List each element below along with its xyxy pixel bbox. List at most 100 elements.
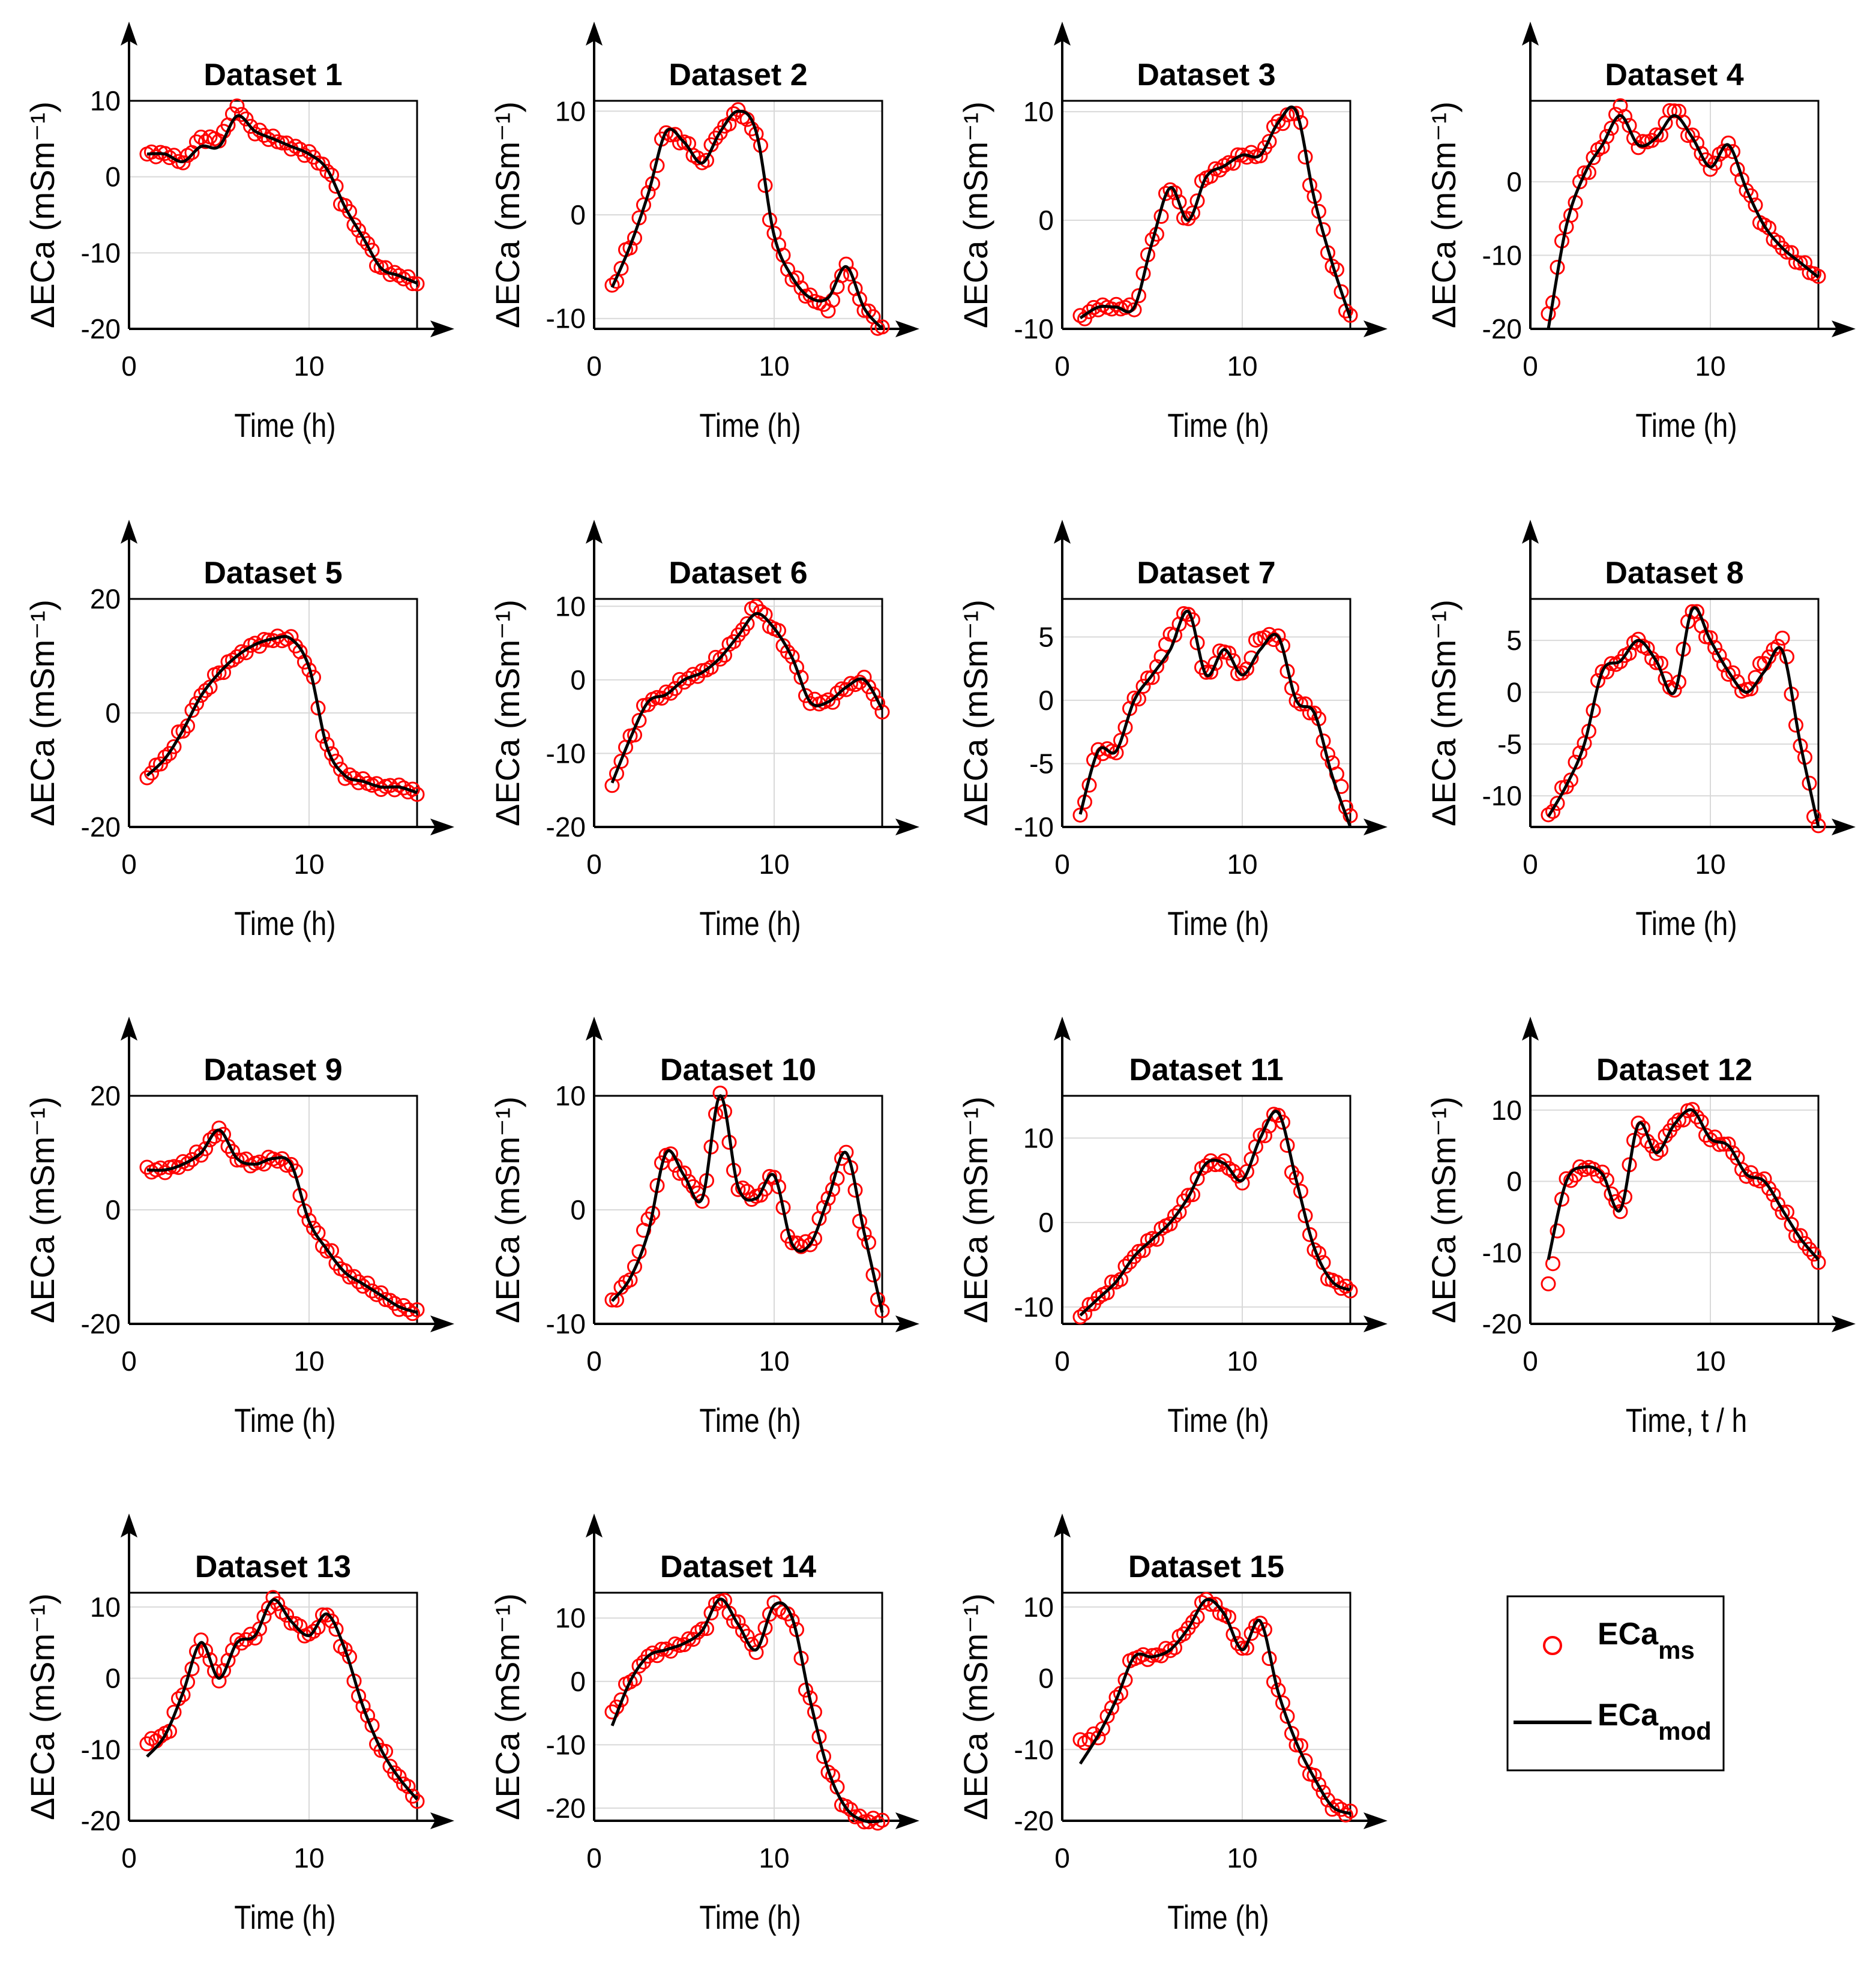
measured-point [690, 1625, 705, 1640]
y-tick-label: 0 [1038, 1663, 1054, 1694]
measured-point [351, 223, 366, 238]
subplot-title: Dataset 14 [660, 1550, 816, 1584]
measured-point [256, 1609, 272, 1625]
measured-point [1261, 134, 1277, 149]
y-axis-label: ΔECa (mSm⁻¹) [489, 1593, 526, 1820]
measured-point [1640, 640, 1655, 656]
measured-point [627, 1259, 642, 1275]
measured-point [1126, 302, 1142, 317]
y-tick-label: 0 [105, 1663, 121, 1694]
measured-point [1770, 639, 1785, 654]
measured-point [1716, 657, 1731, 673]
measured-point [139, 1736, 155, 1752]
measured-point [1072, 1732, 1088, 1748]
measured-point [198, 1141, 213, 1156]
measured-point [1775, 241, 1790, 256]
measured-point [726, 106, 741, 121]
x-tick-label: 10 [1695, 1345, 1725, 1377]
subplot-4: 0 10 -20 -10 0 Dataset 4 Time (h) ΔECa (mSm⁻¹) [1425, 22, 1856, 444]
y-tick-label: -10 [1014, 1291, 1054, 1323]
subplot-12: 0 10 -20 -10 0 10 Dataset 12 Time, t / h ΔECa (m… [1425, 1017, 1856, 1439]
measured-point [1090, 1730, 1106, 1746]
x-tick-label: 10 [759, 1345, 789, 1377]
measured-point [1342, 1283, 1358, 1299]
y-axis-label: ΔECa (mSm⁻¹) [1425, 1096, 1463, 1323]
measured-point [1649, 1146, 1664, 1161]
y-tick-label: -10 [1014, 811, 1054, 843]
measured-point [202, 1132, 218, 1147]
measured-point [1770, 1196, 1785, 1212]
x-axis-label: Time (h) [234, 407, 335, 444]
measured-point [409, 276, 425, 292]
measured-point [676, 1165, 692, 1181]
axes-box [1062, 100, 1351, 329]
measured-point [319, 1243, 335, 1259]
measured-point [1108, 1689, 1124, 1705]
measured-point [712, 1086, 728, 1101]
x-axis-arrow-icon [895, 320, 919, 337]
measured-point [1545, 1256, 1560, 1272]
x-axis-label: Time (h) [1167, 905, 1269, 942]
x-tick-label: 0 [586, 1345, 602, 1377]
y-tick-label: -10 [1014, 313, 1054, 344]
measured-point [139, 770, 155, 786]
axes-box [594, 100, 883, 329]
y-tick-label: 0 [1038, 685, 1054, 716]
y-tick-label: -20 [81, 313, 121, 344]
x-tick-label: 10 [1227, 1345, 1257, 1377]
y-tick-label: 0 [1506, 1166, 1522, 1197]
axes-box [1062, 1592, 1351, 1821]
measured-point [843, 266, 858, 282]
measured-point [198, 1643, 213, 1658]
measured-point [207, 1664, 222, 1679]
y-tick-label: -10 [1482, 1237, 1522, 1268]
x-tick-label: 0 [121, 1842, 137, 1874]
measured-point [1716, 143, 1731, 159]
measured-point [604, 277, 620, 293]
subplot-title: Dataset 8 [1605, 556, 1743, 591]
measured-point [1676, 115, 1691, 130]
measured-point [1288, 106, 1304, 121]
measured-point [144, 765, 159, 781]
measured-point [703, 1605, 719, 1621]
y-tick-label: -10 [546, 738, 586, 769]
modelled-line [146, 635, 418, 795]
y-axis-label: ΔECa (mSm⁻¹) [1425, 600, 1463, 826]
x-tick-label: 10 [293, 1842, 324, 1874]
measured-series [139, 1590, 425, 1809]
measured-point [1306, 1767, 1322, 1783]
y-axis-label: ΔECa (mSm⁻¹) [489, 1096, 526, 1323]
measured-point [1113, 1272, 1128, 1287]
measured-point [157, 749, 173, 765]
subplot-13: 0 10 -20 -10 0 10 Dataset 13 Time (h) ΔECa (mSm⁻… [23, 1514, 454, 1936]
axes-box [129, 598, 418, 827]
measured-point [175, 723, 191, 739]
axes-box [594, 598, 883, 827]
y-tick-label: -20 [81, 811, 121, 843]
measured-point [753, 1633, 768, 1649]
y-axis-arrow-icon [586, 1017, 603, 1041]
measured-point [690, 150, 705, 166]
measured-point [1081, 304, 1097, 319]
subplot-title: Dataset 1 [203, 58, 342, 92]
y-axis-arrow-icon [1054, 1017, 1071, 1041]
y-axis-arrow-icon [1054, 22, 1071, 46]
y-axis-arrow-icon [121, 520, 137, 544]
x-tick-label: 10 [759, 1842, 789, 1874]
measured-point [1599, 128, 1614, 144]
measured-point [1077, 1735, 1092, 1751]
measured-point [1802, 1242, 1817, 1257]
measured-point [1230, 1636, 1245, 1652]
x-axis-label: Time (h) [699, 905, 801, 942]
measured-point [387, 1765, 402, 1781]
measured-point [175, 155, 191, 170]
measured-point [663, 685, 678, 701]
measured-point [1685, 1102, 1700, 1117]
measured-point [405, 1788, 420, 1804]
x-tick-label: 10 [1695, 350, 1725, 382]
x-axis-arrow-icon [1832, 1315, 1856, 1332]
measured-point [1793, 1228, 1808, 1243]
x-tick-label: 0 [121, 350, 137, 382]
